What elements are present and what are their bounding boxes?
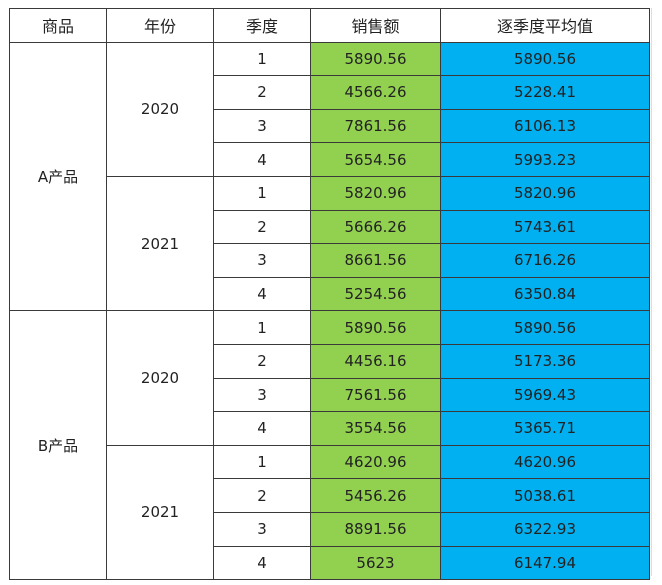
cell-sales[interactable]: 7861.56	[310, 108, 441, 144]
table-body: A产品 2020 1 5890.56 5890.56 2 4566.26 5228.41 3 78…	[9, 41, 650, 581]
cell-sales[interactable]: 8661.56	[310, 243, 441, 278]
table-row: B产品 2020 1 5890.56 5890.56	[9, 310, 650, 581]
cell-year[interactable]: 2020	[106, 310, 214, 446]
cell-avg[interactable]: 5743.61	[440, 209, 650, 245]
cell-avg[interactable]: 6147.94	[440, 545, 650, 581]
cell-quarter[interactable]: 4	[213, 276, 311, 312]
cell-sales[interactable]: 5623	[310, 545, 441, 581]
cell-avg[interactable]: 5993.23	[440, 142, 650, 177]
cell-quarter[interactable]: 4	[213, 411, 311, 446]
cell-sales[interactable]: 5820.96	[310, 175, 441, 211]
cell-sales[interactable]: 4456.16	[310, 343, 441, 379]
table-row: 3 8891.56 6322.93	[10, 511, 650, 547]
cell-sales[interactable]: 5654.56	[310, 142, 441, 177]
cell-avg[interactable]: 5173.36	[440, 343, 650, 379]
table-row: 2 5456.26 5038.61	[10, 478, 650, 513]
cell-avg[interactable]: 5038.61	[440, 478, 650, 513]
cell-sales[interactable]: 5456.26	[310, 478, 441, 513]
cell-sales[interactable]: 5666.26	[310, 209, 441, 245]
table-row: 2 4456.16 5173.36	[10, 343, 650, 379]
cell-year[interactable]: 2021	[106, 175, 214, 312]
cell-product[interactable]: B产品	[9, 310, 107, 581]
cell-product[interactable]: A产品	[9, 41, 107, 312]
table-row: 4 3554.56 5365.71	[10, 411, 650, 446]
table-row: 2021 1 4620.96 4620.96	[10, 444, 650, 581]
header-row: 商品 年份 季度 销售额 逐季度平均值	[9, 8, 650, 43]
cell-avg[interactable]: 5365.71	[440, 411, 650, 446]
cell-quarter[interactable]: 3	[213, 108, 311, 144]
cell-sales[interactable]: 4566.26	[310, 75, 441, 110]
header-avg[interactable]: 逐季度平均值	[440, 8, 650, 43]
cell-quarter[interactable]: 3	[213, 243, 311, 278]
cell-sales[interactable]: 5254.56	[310, 276, 441, 312]
cell-sales[interactable]: 5890.56	[310, 41, 441, 77]
header-sales[interactable]: 销售额	[310, 8, 441, 43]
sheet-edge-divider	[651, 8, 652, 576]
cell-quarter[interactable]: 4	[213, 545, 311, 581]
table-header: 商品 年份 季度 销售额 逐季度平均值	[9, 8, 650, 43]
cell-avg[interactable]: 6350.84	[440, 276, 650, 312]
cell-quarter[interactable]: 2	[213, 75, 311, 110]
cell-quarter[interactable]: 2	[213, 209, 311, 245]
table-row: 4 5254.56 6350.84	[10, 276, 650, 312]
cell-avg[interactable]: 6322.93	[440, 511, 650, 547]
table-row: 3 7861.56 6106.13	[10, 108, 650, 144]
cell-avg[interactable]: 5820.96	[440, 175, 650, 211]
cell-sales[interactable]: 8891.56	[310, 511, 441, 547]
cell-quarter[interactable]: 2	[213, 343, 311, 379]
cell-avg[interactable]: 4620.96	[440, 444, 650, 480]
cell-quarter[interactable]: 2	[213, 478, 311, 513]
cell-avg[interactable]: 5890.56	[440, 41, 650, 77]
table-row: 2 5666.26 5743.61	[10, 209, 650, 245]
cell-quarter[interactable]: 1	[213, 175, 311, 211]
cell-avg[interactable]: 6716.26	[440, 243, 650, 278]
header-product[interactable]: 商品	[9, 8, 107, 43]
cell-quarter[interactable]: 1	[213, 310, 311, 345]
sales-table: 商品 年份 季度 销售额 逐季度平均值 A产品 2020 1 5890.56 5890.…	[9, 8, 650, 581]
cell-quarter[interactable]: 3	[213, 511, 311, 547]
cell-sales[interactable]: 5890.56	[310, 310, 441, 345]
header-year[interactable]: 年份	[106, 8, 214, 43]
cell-sales[interactable]: 7561.56	[310, 377, 441, 413]
cell-avg[interactable]: 6106.13	[440, 108, 650, 144]
table-row: A产品 2020 1 5890.56 5890.56	[9, 41, 650, 312]
cell-quarter[interactable]: 3	[213, 377, 311, 413]
cell-avg[interactable]: 5890.56	[440, 310, 650, 345]
cell-year[interactable]: 2020	[106, 41, 214, 177]
cell-sales[interactable]: 3554.56	[310, 411, 441, 446]
table-row: 3 8661.56 6716.26	[10, 243, 650, 278]
cell-avg[interactable]: 5969.43	[440, 377, 650, 413]
table-row: 4 5623 6147.94	[10, 545, 650, 581]
cell-sales[interactable]: 4620.96	[310, 444, 441, 480]
cell-avg[interactable]: 5228.41	[440, 75, 650, 110]
cell-year[interactable]: 2021	[106, 444, 214, 581]
cell-quarter[interactable]: 1	[213, 41, 311, 77]
table-row: 2021 1 5820.96 5820.96	[10, 175, 650, 312]
table-row: 4 5654.56 5993.23	[10, 142, 650, 177]
cell-quarter[interactable]: 1	[213, 444, 311, 480]
cell-quarter[interactable]: 4	[213, 142, 311, 177]
header-quarter[interactable]: 季度	[213, 8, 311, 43]
